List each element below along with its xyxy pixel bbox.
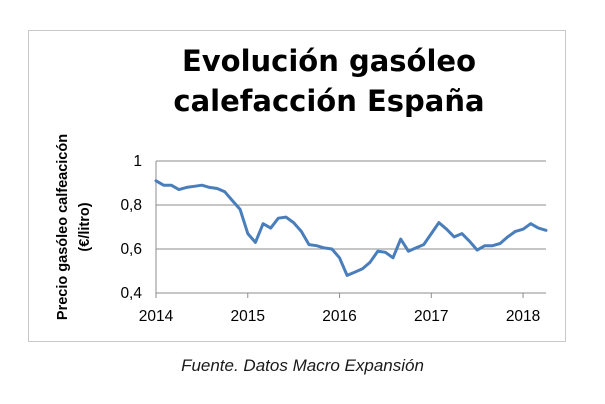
data-point [521,228,525,231]
data-point [154,179,158,182]
data-point [498,242,502,245]
data-point [491,244,494,247]
data-point [514,230,517,233]
data-point [300,230,303,233]
chart-area: Evolución gasóleo calefacción España Preci… [28,30,566,342]
data-point [537,226,540,230]
data-point [376,250,379,253]
data-point [407,250,410,253]
x-tick-label: 2018 [506,308,540,325]
data-point [384,251,387,254]
data-point [430,232,433,235]
x-tick-label: 2016 [322,308,356,325]
data-point [292,221,295,224]
y-axis-label-line: Precio gasóleo calfeacicón [55,134,71,320]
data-point [200,184,204,187]
data-point [475,248,479,252]
series-line [154,179,548,277]
data-point [254,241,257,244]
chart-svg: Evolución gasóleo calefacción España Preci… [55,44,548,325]
data-point [544,229,548,232]
x-tick-label: 2015 [231,308,265,325]
data-point [368,261,372,264]
data-point [177,188,181,191]
y-tick-label: 0,8 [120,197,142,214]
data-point [483,244,486,247]
source-note: Fuente. Datos Macro Expansión [181,356,424,375]
data-point [307,243,311,246]
data-point [277,217,280,220]
data-point [315,244,318,247]
x-tick-label: 2017 [414,308,448,325]
data-point [162,184,165,187]
data-point [529,222,532,225]
chart-title-line: calefacción España [173,84,484,118]
data-point [238,208,242,211]
data-point [353,270,357,274]
data-point [391,256,395,259]
y-tick-label: 1 [133,153,142,170]
data-point [437,221,441,224]
data-point [193,185,196,188]
data-point [246,232,249,235]
data-point [261,222,265,225]
data-point [323,246,326,250]
data-point [422,243,425,246]
data-point [216,187,219,190]
data-point [185,186,188,189]
data-point [338,256,341,259]
data-point [231,199,234,202]
y-tick-label: 0,4 [120,285,142,302]
data-point [284,215,288,219]
data-point [460,232,464,235]
data-point [345,274,349,277]
y-tick-label: 0,6 [120,241,142,258]
y-axis-label-line: (€/litro) [77,202,93,251]
data-point [445,228,448,231]
data-point [414,246,418,250]
data-point [170,184,173,187]
x-tick-label: 2014 [139,308,174,325]
data-point [269,226,272,230]
data-point [399,237,402,241]
data-point [361,267,364,270]
data-point [453,235,456,239]
chart-title-line: Evolución gasóleo [182,44,476,78]
data-point [208,186,211,189]
data-point [468,240,471,243]
data-point [506,235,509,239]
data-point [330,247,334,251]
data-point [223,190,227,193]
